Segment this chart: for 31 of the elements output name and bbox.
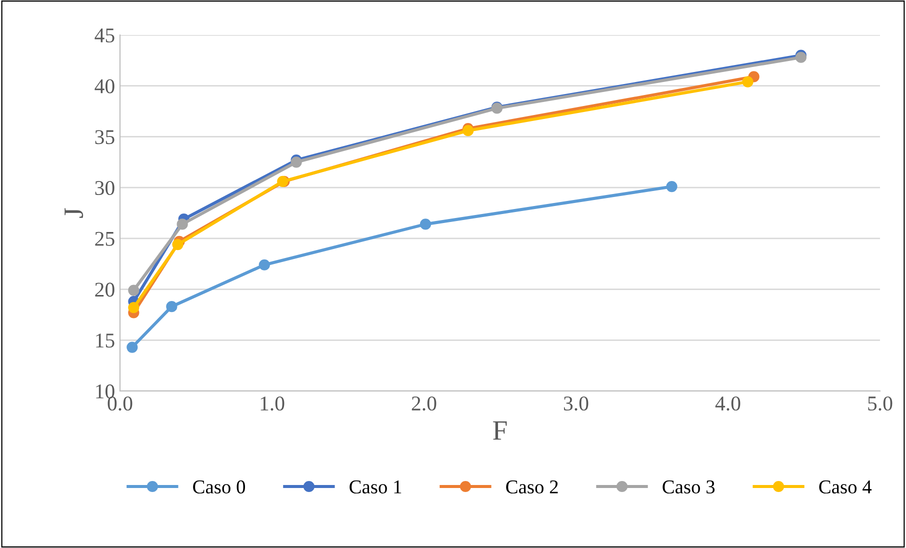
y-tick-label: 20 xyxy=(95,282,114,297)
legend-label: Caso 3 xyxy=(662,480,715,494)
x-tick-label: 0.0 xyxy=(108,396,132,411)
point xyxy=(258,259,270,270)
point xyxy=(420,218,432,230)
y-tick-label: 10 xyxy=(96,384,114,398)
x-tick-label: 5.0 xyxy=(868,396,892,411)
y-tick-label: 25 xyxy=(95,232,114,246)
point xyxy=(128,302,140,314)
y-axis-title: J xyxy=(64,208,84,218)
y-tick-label: 45 xyxy=(94,28,114,42)
point xyxy=(666,181,678,192)
legend-label: Caso 1 xyxy=(350,480,402,494)
y-tick-label: 40 xyxy=(94,79,114,94)
x-tick-label: 4.0 xyxy=(715,396,740,411)
legend-label: Caso 4 xyxy=(819,480,872,494)
y-tick-label: 35 xyxy=(95,130,114,144)
y-tick-label: 15 xyxy=(96,334,114,348)
point xyxy=(128,284,140,296)
x-tick-label: 2.0 xyxy=(412,396,436,411)
point xyxy=(166,301,178,312)
point xyxy=(172,238,184,250)
point xyxy=(126,342,138,353)
legend-label: Caso 0 xyxy=(193,480,246,494)
x-tick-label: 1.0 xyxy=(260,396,284,411)
x-axis-title: F xyxy=(493,421,507,440)
point xyxy=(176,218,188,230)
legend-label: Caso 2 xyxy=(506,480,558,494)
x-tick-label: 3.0 xyxy=(564,396,588,411)
y-tick-label: 30 xyxy=(95,180,114,196)
point xyxy=(742,76,754,88)
